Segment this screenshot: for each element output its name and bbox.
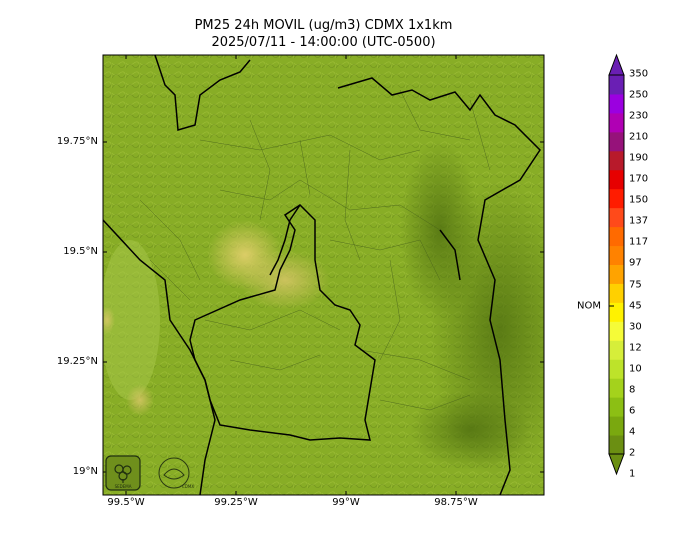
map-title-line2: 2025/07/11 - 14:00:00 (UTC-0500)	[211, 35, 436, 50]
colorbar-tick-label: 137	[629, 215, 649, 227]
svg-text:CDMX: CDMX	[182, 484, 194, 489]
colorbar-tick-label: 350	[629, 68, 649, 80]
map-frame	[102, 54, 545, 496]
colorbar-bin	[609, 264, 624, 284]
colorbar-bin	[609, 169, 624, 190]
sedema-logo: SEDEMA	[105, 455, 141, 491]
svg-text:SEDEMA: SEDEMA	[115, 484, 132, 489]
lon-label-995: 99.5°W	[107, 497, 145, 508]
colorbar-bin	[609, 435, 624, 455]
state-boundaries	[103, 55, 541, 495]
colorbar-tick-label: 250	[629, 89, 649, 101]
colorbar-bin	[609, 188, 624, 209]
lon-label-9925: 99.25°W	[214, 497, 258, 508]
colorbar-tick-label: 97	[629, 257, 642, 269]
colorbar-bin	[609, 207, 624, 228]
colorbar-bin	[609, 131, 624, 152]
colorbar-tick-label: 170	[629, 173, 649, 185]
colorbar-tick-label: 75	[629, 279, 642, 291]
colorbar-tick-label: 30	[629, 321, 642, 333]
colorbar-bin	[609, 75, 624, 95]
colorbar-bin	[609, 416, 624, 436]
lat-label-1975: 19.75°N	[56, 136, 98, 147]
colorbar-tick-label: 230	[629, 110, 649, 122]
colorbar-min-extension	[608, 453, 625, 476]
colorbar-tick-label: 45	[629, 300, 642, 312]
map-surface	[103, 55, 544, 495]
colorbar-bin	[609, 283, 624, 303]
colorbar-bin	[609, 378, 624, 398]
lat-label-1925: 19.25°N	[56, 356, 98, 367]
municipal-boundaries	[139, 89, 491, 411]
lat-label-195: 19.5°N	[63, 246, 98, 257]
colorbar-tick-label: 10	[629, 363, 642, 375]
lon-label-99: 99°W	[332, 497, 360, 508]
colorbar-tick-label: 210	[629, 131, 649, 143]
colorbar-bin	[609, 245, 624, 265]
map-title-line1: PM25 24h MOVIL (ug/m3) CDMX 1x1km	[194, 18, 453, 33]
axis-ticks	[103, 55, 544, 495]
colorbar-bin	[609, 302, 624, 322]
lat-label-19: 19°N	[72, 466, 98, 477]
colorbar-bin	[609, 93, 624, 114]
colorbar-tick-label: 150	[629, 194, 649, 206]
colorbar-max-extension	[608, 53, 625, 76]
colorbar-tick-label: 117	[629, 236, 649, 248]
lon-label-9875: 98.75°W	[434, 497, 478, 508]
cdmx-logo: CDMX	[158, 457, 194, 489]
colorbar-frame	[608, 74, 625, 455]
colorbar-tick-label: 2	[629, 447, 636, 459]
colorbar-tick-label: 4	[629, 426, 636, 438]
colorbar-tick-label: 190	[629, 152, 649, 164]
nom-label: NOM	[577, 300, 601, 312]
colorbar-tick-label: 6	[629, 405, 636, 417]
colorbar-tick-label: 12	[629, 342, 642, 354]
colorbar-bin	[609, 359, 624, 379]
colorbar-bin	[609, 112, 624, 133]
colorbar-bin	[609, 340, 624, 360]
colorbar-bin	[609, 321, 624, 341]
colorbar	[608, 53, 625, 476]
colorbar-tick-label: 8	[629, 384, 636, 396]
colorbar-bin	[609, 226, 624, 247]
colorbar-tick-label: 1	[629, 468, 636, 480]
colorbar-bin	[609, 397, 624, 417]
colorbar-bin	[609, 150, 624, 171]
